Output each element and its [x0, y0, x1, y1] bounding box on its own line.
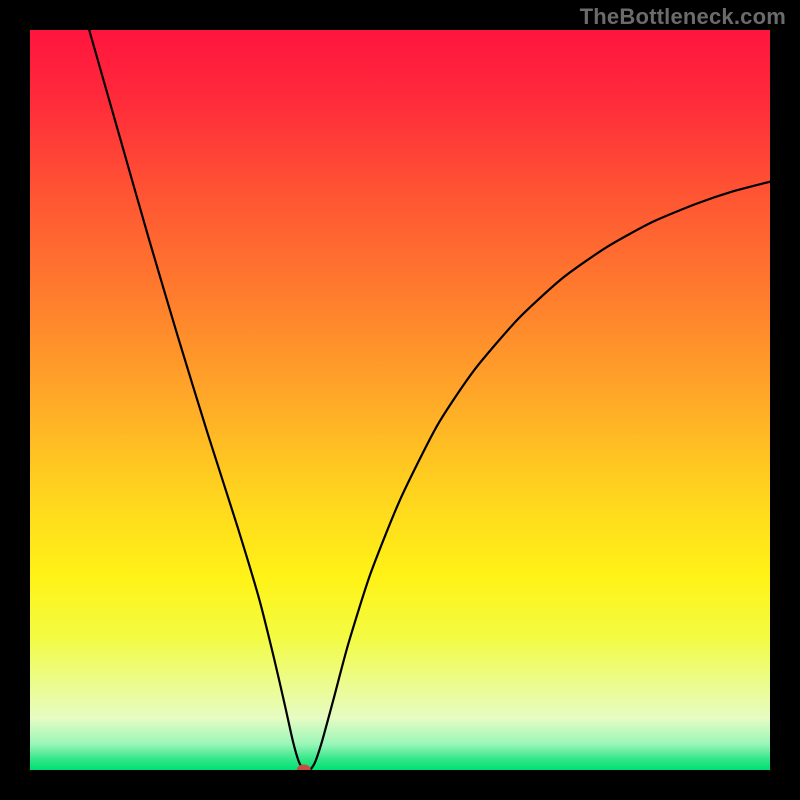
canvas-root: TheBottleneck.com: [0, 0, 800, 800]
bottleneck-chart: [30, 30, 770, 770]
chart-svg: [30, 30, 770, 770]
chart-background: [30, 30, 770, 770]
watermark-text: TheBottleneck.com: [580, 4, 786, 30]
